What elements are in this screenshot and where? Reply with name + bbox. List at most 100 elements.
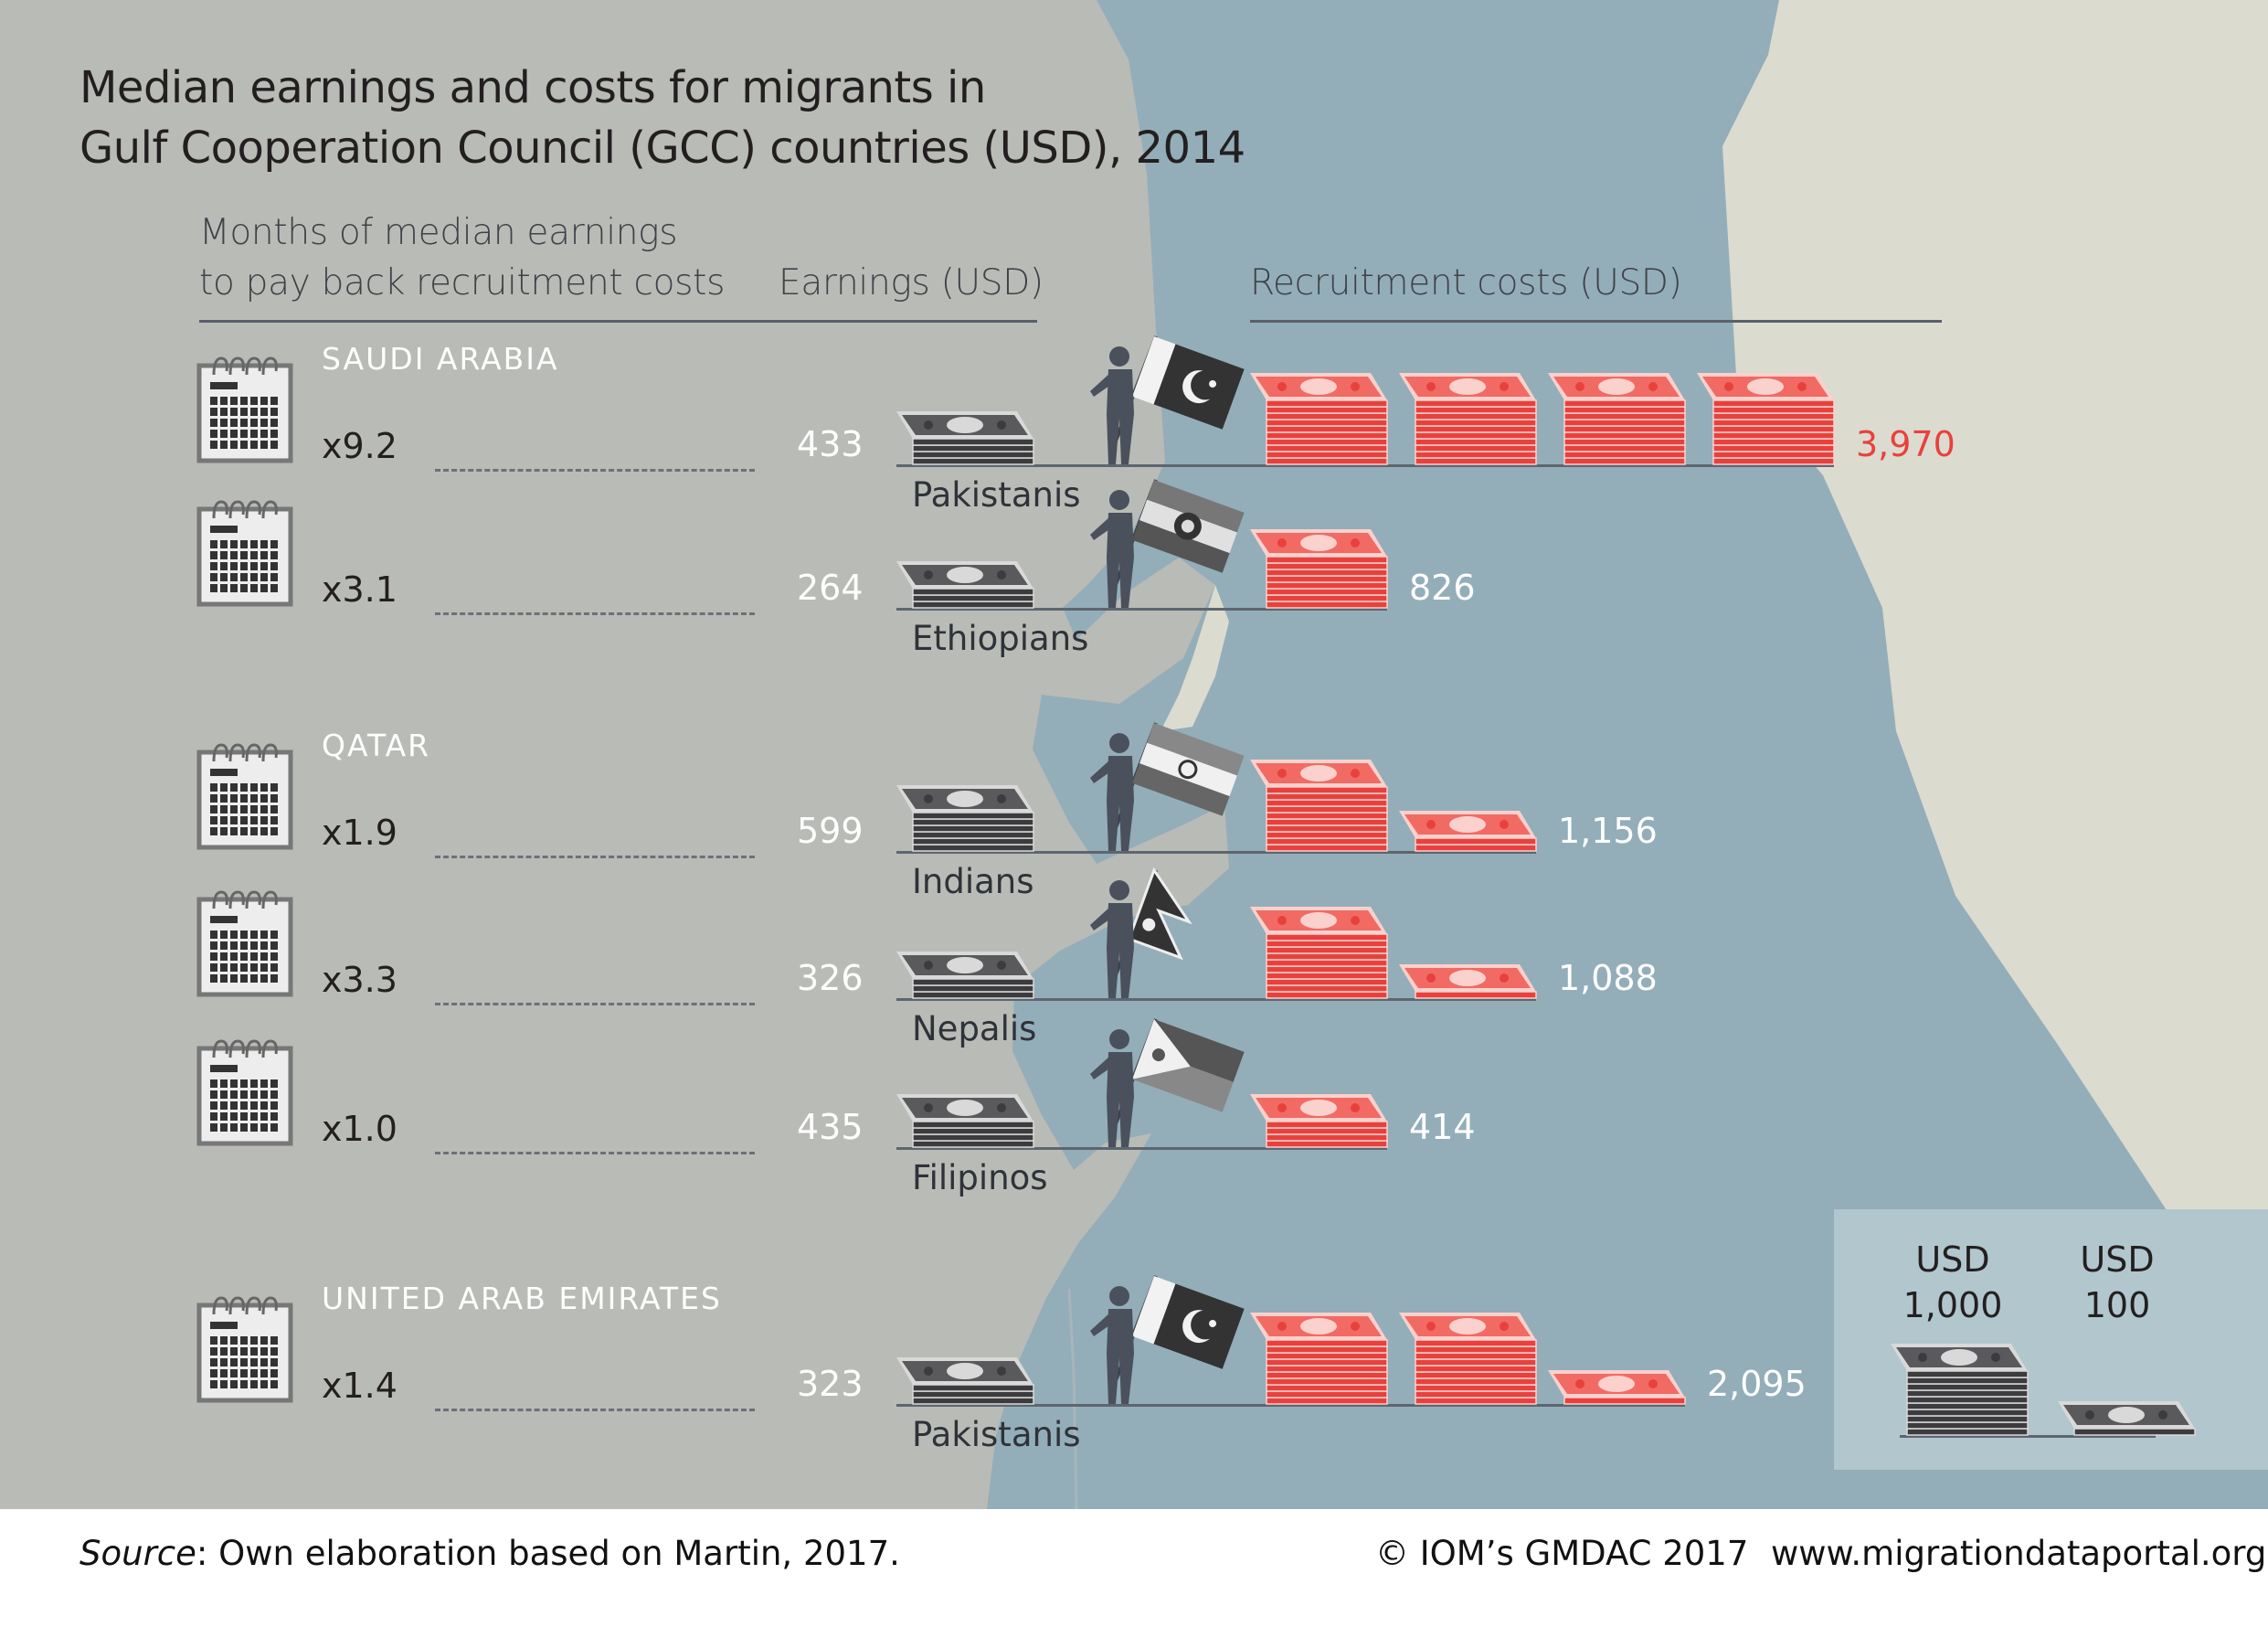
- calendar-day: [250, 1123, 258, 1132]
- bill-layer: [1563, 457, 1686, 465]
- calendar-day: [230, 816, 238, 824]
- calendar-day: [240, 1123, 248, 1132]
- person-body: [1107, 903, 1134, 998]
- person-body: [1107, 1052, 1134, 1147]
- flag-nepal-icon: [1127, 867, 1192, 961]
- bill-layer: [1266, 933, 1388, 941]
- row-baseline: [896, 464, 1834, 467]
- bill-portrait: [2108, 1407, 2145, 1423]
- nationality-label: Ethiopians: [912, 619, 1089, 658]
- calendar-day: [250, 1079, 258, 1088]
- bill-seal: [997, 570, 1006, 580]
- calendar-day: [260, 1123, 268, 1132]
- bill-layer: [1563, 406, 1686, 414]
- bill-seal: [1351, 916, 1360, 925]
- bill-layer: [1563, 438, 1686, 446]
- person-head: [1109, 490, 1129, 510]
- row-baseline: [896, 1404, 1685, 1407]
- calendar-ring: [261, 743, 278, 762]
- months-multiplier: x9.2: [322, 426, 397, 466]
- person-arm: [1090, 907, 1112, 930]
- bill-layer: [1712, 399, 1835, 408]
- bill-seal: [1351, 769, 1360, 778]
- bill-layer: [912, 594, 1034, 602]
- bill-layer: [912, 451, 1034, 459]
- calendar-ring: [261, 356, 278, 376]
- person-arm: [1090, 373, 1112, 397]
- calendar-day: [270, 1336, 278, 1345]
- calendar-day: [230, 1358, 238, 1366]
- bill-seal: [1500, 820, 1509, 829]
- bill-portrait: [1941, 1349, 1977, 1366]
- calendar-day: [270, 1380, 278, 1388]
- bill-layer: [912, 438, 1034, 446]
- bill-layer: [1712, 419, 1835, 427]
- person-head: [1109, 346, 1129, 367]
- earnings-cash-stack: [896, 785, 1034, 852]
- calendar-day: [270, 816, 278, 824]
- calendar-day: [240, 974, 248, 983]
- bill-layer: [1415, 438, 1537, 446]
- calendar-day: [210, 540, 217, 548]
- calendar-day: [220, 805, 228, 814]
- bill-seal: [924, 1103, 933, 1112]
- bill-seal: [924, 570, 933, 580]
- bill-layer: [1266, 984, 1388, 993]
- bill-portrait: [947, 1100, 983, 1116]
- bill-layer: [1563, 412, 1686, 420]
- bill-seal: [1797, 382, 1807, 391]
- months-multiplier: x1.0: [322, 1109, 397, 1149]
- calendar-day: [250, 930, 258, 939]
- bill-layer: [1415, 1352, 1537, 1360]
- bill-seal: [924, 1366, 933, 1376]
- calendar-day: [220, 1380, 228, 1388]
- bill-layer: [1712, 412, 1835, 420]
- calendar-day: [210, 562, 217, 570]
- calendar-day: [260, 1101, 268, 1110]
- row-baseline: [896, 998, 1536, 1001]
- bill-layer: [912, 1121, 1034, 1129]
- bill-layer: [1563, 425, 1686, 433]
- migrant-with-flag-icon: [1090, 1275, 1245, 1404]
- bill-layer: [1266, 792, 1388, 801]
- bill-layer: [1266, 399, 1388, 408]
- calendar-bar: [210, 769, 238, 776]
- bill-layer: [1415, 1345, 1537, 1354]
- bill-layer: [1266, 799, 1388, 807]
- calendar-day: [270, 441, 278, 449]
- calendar-ring: [261, 500, 278, 519]
- calendar-day: [230, 441, 238, 449]
- calendar-icon: [196, 500, 293, 607]
- calendar-day: [230, 430, 238, 438]
- bill-layer: [1415, 1397, 1537, 1405]
- bill-layer: [1266, 412, 1388, 420]
- bill-layer: [1906, 1377, 2029, 1385]
- earnings-value: 323: [797, 1364, 864, 1404]
- cost-cash-stack: [1250, 1094, 1388, 1148]
- calendar-day: [220, 930, 228, 939]
- bill-layer: [912, 601, 1034, 609]
- calendar-day: [220, 551, 228, 559]
- bill-layer: [1266, 425, 1388, 433]
- bill-layer: [1415, 451, 1537, 459]
- bill-layer: [1415, 457, 1537, 465]
- bill-layer: [1563, 431, 1686, 440]
- footer-url[interactable]: www.migrationdataportal.org: [1771, 1534, 2267, 1573]
- bill-layer: [1266, 581, 1388, 590]
- calendar-day: [270, 1358, 278, 1366]
- cost-value: 2,095: [1707, 1364, 1807, 1404]
- calendar-day: [240, 783, 248, 792]
- cost-cash-stack: [1399, 1313, 1537, 1405]
- calendar-icon: [196, 743, 293, 850]
- bill-layer: [1266, 1365, 1388, 1373]
- calendar-day: [210, 1358, 217, 1366]
- calendar-day: [250, 430, 258, 438]
- calendar-day: [240, 1112, 248, 1121]
- calendar-day: [260, 573, 268, 581]
- migrant-with-flag-icon: [1090, 867, 1192, 998]
- bill-portrait: [947, 957, 983, 973]
- calendar-day: [220, 1347, 228, 1356]
- calendar-icon: [196, 356, 293, 463]
- bill-layer: [912, 844, 1034, 852]
